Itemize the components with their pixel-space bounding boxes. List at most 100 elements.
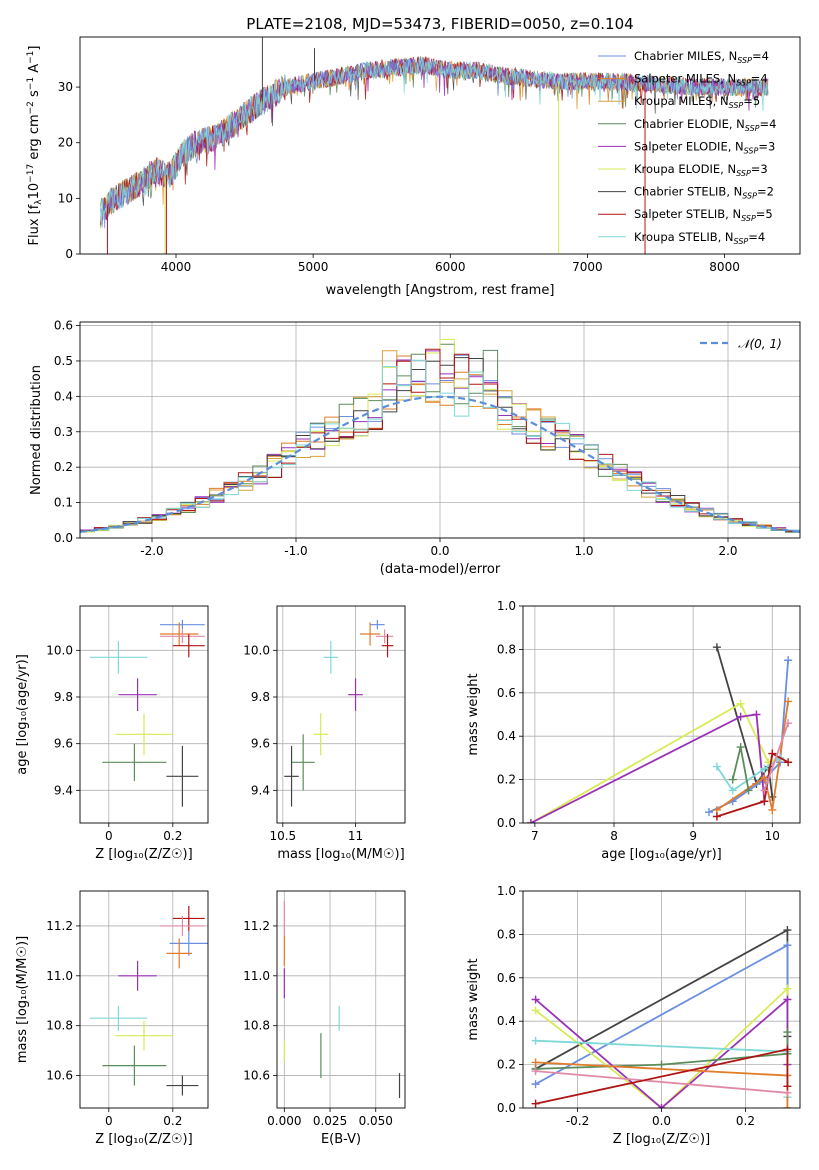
y-tick-label: 0.0 — [54, 531, 73, 545]
weight-series-line — [535, 1032, 789, 1070]
normal-curve — [80, 395, 800, 533]
x-tick-label: 11 — [348, 829, 363, 843]
y-tick-label: 0.8 — [497, 927, 516, 941]
x-tick-label: 0 — [105, 1114, 113, 1128]
legend-entry: 𝒩(0, 1) — [738, 337, 782, 351]
weight-point — [531, 1058, 540, 1067]
panel-age_vs_mass: 10.5 11 9.4 9.6 9.8 10.0 mass [log₁₀(M/M☉)] — [243, 605, 406, 862]
legend-entry: Chabrier MILES, NSSP=4 — [634, 49, 769, 65]
y-tick-label: 10.8 — [46, 1019, 73, 1033]
x-axis-label: age [log₁₀(age/yr)] — [601, 847, 722, 862]
legend-subscript: SSP — [741, 214, 756, 223]
legend-subscript: SSP — [744, 146, 759, 155]
plot-area — [277, 606, 405, 823]
y-tick-label: 0.8 — [497, 642, 516, 656]
y-axis-label: Flux [fλ10−17 erg cm−2 s−1 A−1] — [26, 46, 44, 246]
y-tick-label: 0.2 — [497, 1058, 516, 1072]
weight-point — [783, 1045, 792, 1054]
y-tick-label: 0.4 — [54, 389, 73, 403]
plot-area — [277, 891, 405, 1108]
x-tick-label: 0.000 — [267, 1114, 301, 1128]
y-axis-label: age [log₁₀(age/yr)] — [15, 654, 30, 775]
plot-area — [80, 891, 208, 1108]
weight-point — [526, 819, 535, 823]
weight-point — [712, 812, 721, 821]
panel-mass_weight_vs_Z: -0.2 0.0 0.2 0.0 0.2 0.4 0.6 0.8 1.0 Z [log₁₀(Z/Z… — [466, 884, 801, 1147]
y-tick-label: 0.4 — [497, 1014, 516, 1028]
weight-point — [728, 786, 737, 795]
weight-point — [531, 1006, 540, 1015]
y-tick-label: 10.6 — [46, 1069, 73, 1083]
x-axis-label: wavelength [Angstrom, rest frame] — [326, 283, 555, 298]
legend-entry: Kroupa STELIB, NSSP=4 — [634, 230, 765, 246]
y-tick-label: 0.6 — [54, 319, 73, 333]
axes-frame — [79, 605, 209, 824]
plot-area — [80, 606, 208, 823]
x-tick-label: 7 — [531, 829, 539, 843]
y-tick-label: 0.2 — [54, 460, 73, 474]
x-tick-label: 5000 — [298, 260, 329, 274]
weight-point — [783, 941, 792, 950]
legend-value: =4 — [752, 49, 769, 63]
weight-series-line — [530, 713, 766, 823]
y-tick-label: 9.8 — [54, 690, 73, 704]
panel-mass_vs_ebv: 0.000 0.025 0.050 10.6 10.8 11.0 11.2 E(B-V) — [243, 890, 406, 1147]
weight-point — [736, 699, 745, 708]
plot-area — [80, 322, 800, 538]
legend-subscript: SSP — [745, 124, 760, 133]
y-tick-label: 10.0 — [243, 643, 270, 657]
plot-area — [523, 891, 800, 1108]
weight-point — [783, 984, 792, 993]
x-tick-label: 0.2 — [163, 829, 182, 843]
legend-entry: Salpeter STELIB, NSSP=5 — [634, 207, 773, 223]
weight-series-line — [716, 757, 781, 792]
x-tick-label: 8000 — [709, 260, 740, 274]
legend-value: =4 — [748, 230, 765, 244]
y-tick-label: 9.6 — [251, 737, 270, 751]
y-tick-label: 0.2 — [497, 773, 516, 787]
x-tick-label: -0.2 — [566, 1114, 589, 1128]
y-tick-label: 30 — [58, 80, 73, 94]
weight-point — [531, 1080, 540, 1089]
weight-point — [760, 773, 769, 782]
legend-entry: Salpeter MILES, NSSP=4 — [634, 72, 768, 88]
y-tick-label: 11.0 — [243, 969, 270, 983]
axes-frame — [79, 321, 801, 539]
y-tick-label: 10.0 — [46, 643, 73, 657]
legend-subscript: SSP — [734, 237, 749, 246]
weight-point — [784, 656, 793, 665]
y-axis-label: mass weight — [466, 958, 481, 1040]
spectrum-line — [100, 57, 769, 224]
x-tick-label: 7000 — [572, 260, 603, 274]
weight-point — [783, 926, 792, 935]
x-axis-label: Z [log₁₀(Z/Z☉)] — [95, 1132, 192, 1147]
weight-point — [531, 1036, 540, 1045]
weight-point — [784, 758, 793, 767]
weight-point — [784, 697, 793, 706]
legend-value: =4 — [760, 117, 777, 131]
legend-entry: Chabrier STELIB, NSSP=2 — [634, 185, 774, 201]
weight-point — [736, 743, 745, 752]
y-tick-label: 11.0 — [46, 969, 73, 983]
legend-value: =5 — [756, 207, 773, 221]
y-tick-label: 0.0 — [497, 1101, 516, 1115]
y-tick-label: 10 — [58, 191, 73, 205]
legend-subscript: SSP — [737, 56, 752, 65]
y-tick-label: 1.0 — [497, 599, 516, 613]
y-tick-label: 9.4 — [54, 783, 73, 797]
x-tick-label: 0.0 — [652, 1114, 671, 1128]
axes-frame — [79, 890, 209, 1109]
y-tick-label: 0.6 — [497, 971, 516, 985]
plot-area — [523, 606, 800, 823]
y-tick-label: 0.3 — [54, 425, 73, 439]
weight-point — [768, 749, 777, 758]
x-tick-label: 9 — [689, 829, 697, 843]
weight-point — [736, 712, 745, 721]
y-axis-label: mass [log₁₀(M/M☉)] — [15, 936, 30, 1063]
histogram-series — [80, 348, 800, 532]
legend-value: =3 — [758, 139, 775, 153]
weight-point — [744, 786, 753, 795]
axes-frame — [522, 890, 801, 1109]
x-axis-label: E(B-V) — [321, 1132, 361, 1147]
weight-point — [783, 1028, 792, 1037]
